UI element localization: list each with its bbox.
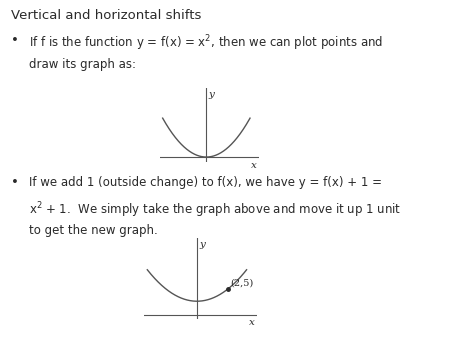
Text: If we add 1 (outside change) to f(x), we have y = f(x) + 1 =: If we add 1 (outside change) to f(x), we…: [29, 176, 382, 189]
Text: Vertical and horizontal shifts: Vertical and horizontal shifts: [11, 9, 202, 22]
Text: draw its graph as:: draw its graph as:: [29, 58, 136, 71]
Text: to get the new graph.: to get the new graph.: [29, 224, 158, 237]
Text: •: •: [11, 34, 19, 47]
Text: (2,5): (2,5): [230, 279, 253, 288]
Text: x: x: [249, 318, 255, 327]
Text: y: y: [200, 240, 206, 249]
Text: x: x: [252, 161, 257, 170]
Text: If f is the function y = f(x) = x$^2$, then we can plot points and: If f is the function y = f(x) = x$^2$, t…: [29, 34, 383, 53]
Text: x$^2$ + 1.  We simply take the graph above and move it up 1 unit: x$^2$ + 1. We simply take the graph abov…: [29, 200, 402, 220]
Text: •: •: [11, 176, 19, 189]
Text: y: y: [209, 90, 215, 99]
